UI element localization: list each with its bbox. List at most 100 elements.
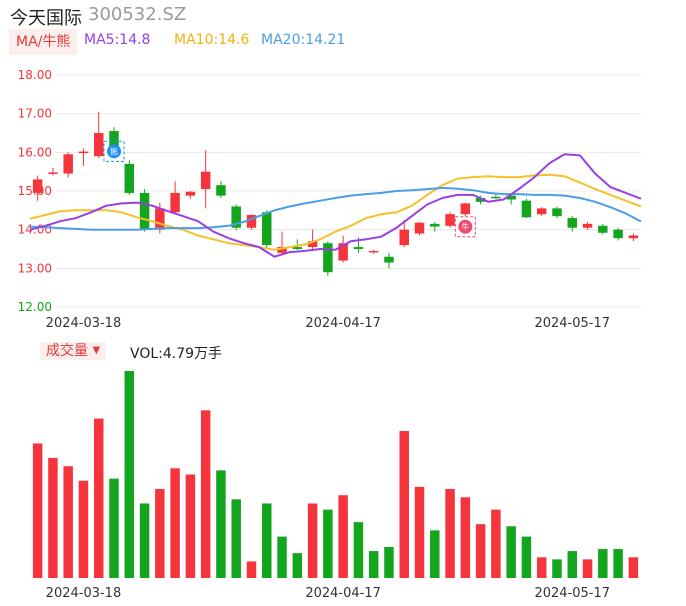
candle-body [155, 208, 165, 230]
candle-body [399, 229, 409, 246]
bull-marker-icon [458, 219, 473, 234]
ma20-line [29, 186, 642, 231]
volume-bar [552, 559, 562, 578]
volume-bar [307, 503, 318, 578]
candle-body [460, 203, 471, 215]
candle-body [277, 247, 287, 253]
volume-bar [521, 536, 532, 578]
candle-body [521, 200, 532, 218]
ma5-value: MA5:14.8 [84, 32, 151, 48]
volume-bar [628, 557, 639, 578]
volume-bar [491, 509, 501, 578]
candle-body [506, 195, 516, 200]
candle-body [32, 179, 43, 193]
candle-body [262, 212, 272, 246]
candle-body [170, 192, 180, 213]
volume-bar [185, 474, 196, 578]
candle-body [368, 250, 379, 253]
candle-body [414, 222, 425, 234]
candle-body [139, 192, 150, 230]
volume-bar [200, 410, 211, 578]
candle-body [63, 154, 73, 174]
candle-body [582, 223, 593, 228]
candle-body [231, 206, 241, 228]
volume-bar [384, 546, 394, 578]
candle-body [200, 171, 211, 190]
bull-marker-label: 牛 [461, 222, 469, 232]
ma-selector-label: MA/牛熊 [16, 34, 71, 50]
candle-body [445, 214, 455, 226]
volume-bar [536, 557, 547, 578]
candle-body [598, 225, 608, 233]
volume-bar [170, 468, 180, 578]
candle-body [246, 214, 257, 228]
volume-bar [216, 470, 226, 578]
candle-body [307, 241, 318, 248]
volume-bar [582, 559, 593, 578]
candle-body [430, 223, 440, 227]
volume-bar [323, 509, 333, 578]
bear-marker-frame [103, 140, 125, 162]
volume-bar [246, 561, 257, 578]
candle-body [48, 172, 58, 174]
candle-body [491, 196, 501, 199]
ma20-value: MA20:14.21 [261, 32, 346, 48]
volume-bar [139, 503, 150, 578]
stock-code: 300532.SZ [88, 4, 187, 25]
candle-body [78, 151, 89, 154]
volume-bar [262, 503, 272, 578]
volume-bar [277, 536, 287, 578]
volume-bar [48, 457, 58, 578]
volume-bar [368, 551, 379, 578]
volume-value: VOL:4.79万手 [130, 346, 223, 362]
candle-body [323, 243, 333, 273]
ma10-line [29, 173, 642, 251]
volume-bar [445, 488, 455, 578]
x-tick-label: 2024-03-18 [46, 316, 122, 331]
volume-bar [231, 499, 241, 578]
volume-bar [353, 522, 364, 578]
y-tick-label: 13.00 [18, 261, 52, 275]
candle-body [613, 229, 623, 239]
y-tick-label: 16.00 [18, 145, 52, 159]
volume-bar [460, 497, 471, 578]
volume-bar [613, 549, 623, 578]
candle-body [567, 218, 577, 228]
volume-bar [155, 488, 165, 578]
x-tick-label: 2024-03-18 [46, 586, 122, 601]
x-tick-label: 2024-05-17 [534, 316, 610, 331]
volume-bar [475, 524, 486, 578]
y-tick-label: 18.00 [18, 68, 52, 82]
bull-marker-frame [454, 216, 476, 238]
candle-body [292, 247, 303, 249]
volume-bar [430, 530, 440, 578]
volume-selector-button[interactable]: 成交量 ▼ [40, 342, 107, 360]
ma-selector-button[interactable]: MA/牛熊 [9, 29, 78, 55]
x-tick-label: 2024-04-17 [305, 316, 381, 331]
candle-body [353, 247, 364, 249]
chevron-down-icon: ▼ [92, 345, 101, 356]
y-tick-label: 12.00 [18, 300, 52, 314]
candle-body [124, 163, 135, 193]
x-tick-label: 2024-05-17 [534, 586, 610, 601]
volume-bar [338, 495, 348, 578]
ma10-value: MA10:14.6 [174, 32, 250, 48]
bear-marker-icon [107, 144, 122, 159]
volume-bar [598, 549, 608, 578]
volume-bar [506, 526, 516, 578]
bear-marker-label: 熊 [110, 146, 118, 156]
volume-bar [78, 480, 89, 578]
candle-body [536, 208, 547, 215]
volume-selector-label: 成交量 [46, 343, 88, 359]
volume-bar [399, 431, 409, 578]
ma5-line [29, 153, 642, 258]
volume-bar [63, 466, 73, 578]
candle-body [216, 185, 226, 196]
candle-body [338, 243, 348, 261]
volume-bar [414, 486, 425, 578]
candle-body [628, 235, 639, 239]
volume-bar [109, 478, 119, 578]
x-tick-label: 2024-04-17 [305, 586, 381, 601]
candle-body [384, 256, 394, 263]
candle-body [475, 197, 486, 202]
